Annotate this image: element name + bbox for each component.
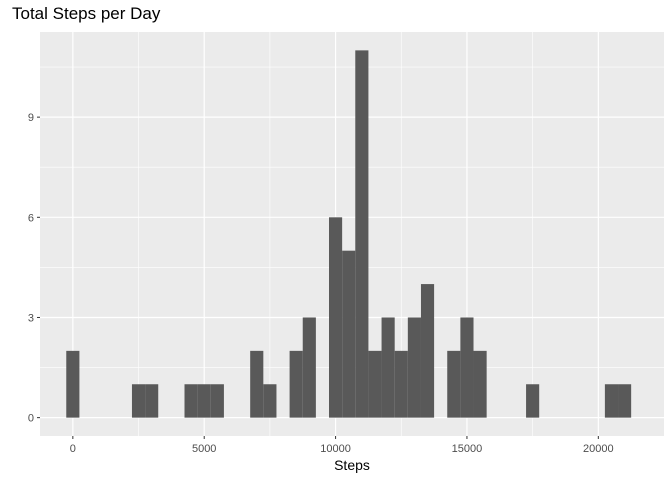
histogram-bar — [394, 350, 408, 418]
histogram-bar — [342, 250, 356, 418]
histogram-bar — [66, 350, 80, 418]
y-tick-label: 6 — [28, 212, 34, 224]
histogram-bar — [460, 317, 474, 418]
histogram-bar — [618, 384, 632, 418]
x-axis-title: Steps — [334, 457, 370, 473]
chart-title: Total Steps per Day — [12, 4, 161, 23]
histogram-bar — [197, 384, 211, 418]
histogram-bar — [473, 350, 487, 418]
histogram-bar — [355, 50, 369, 418]
x-tick-label: 10000 — [320, 443, 351, 455]
histogram-bar — [145, 384, 159, 418]
y-tick-label: 0 — [28, 413, 34, 425]
histogram-bar — [131, 384, 146, 418]
histogram-bar — [184, 384, 198, 418]
histogram-bar — [381, 317, 395, 418]
histogram-bar — [526, 384, 540, 418]
y-tick-label: 9 — [28, 112, 34, 124]
histogram-bar — [289, 350, 303, 418]
histogram-bar — [447, 350, 461, 418]
histogram-bar — [407, 317, 421, 418]
x-axis: 0 5000 10000 15000 20000 — [70, 436, 614, 455]
histogram-bar — [302, 317, 316, 418]
x-tick-label: 0 — [70, 443, 76, 455]
histogram-bar — [368, 350, 382, 418]
y-axis: 0 3 6 9 — [28, 112, 40, 425]
x-tick-label: 20000 — [583, 443, 614, 455]
histogram-bar — [604, 384, 619, 418]
histogram-bars — [66, 50, 632, 418]
histogram-bar — [263, 384, 277, 418]
x-tick-label: 5000 — [192, 443, 216, 455]
histogram-bar — [329, 217, 343, 418]
histogram-bar — [250, 350, 264, 418]
histogram-bar — [210, 384, 224, 418]
y-tick-label: 3 — [28, 312, 34, 324]
histogram-bar — [420, 284, 435, 418]
x-tick-label: 15000 — [452, 443, 483, 455]
